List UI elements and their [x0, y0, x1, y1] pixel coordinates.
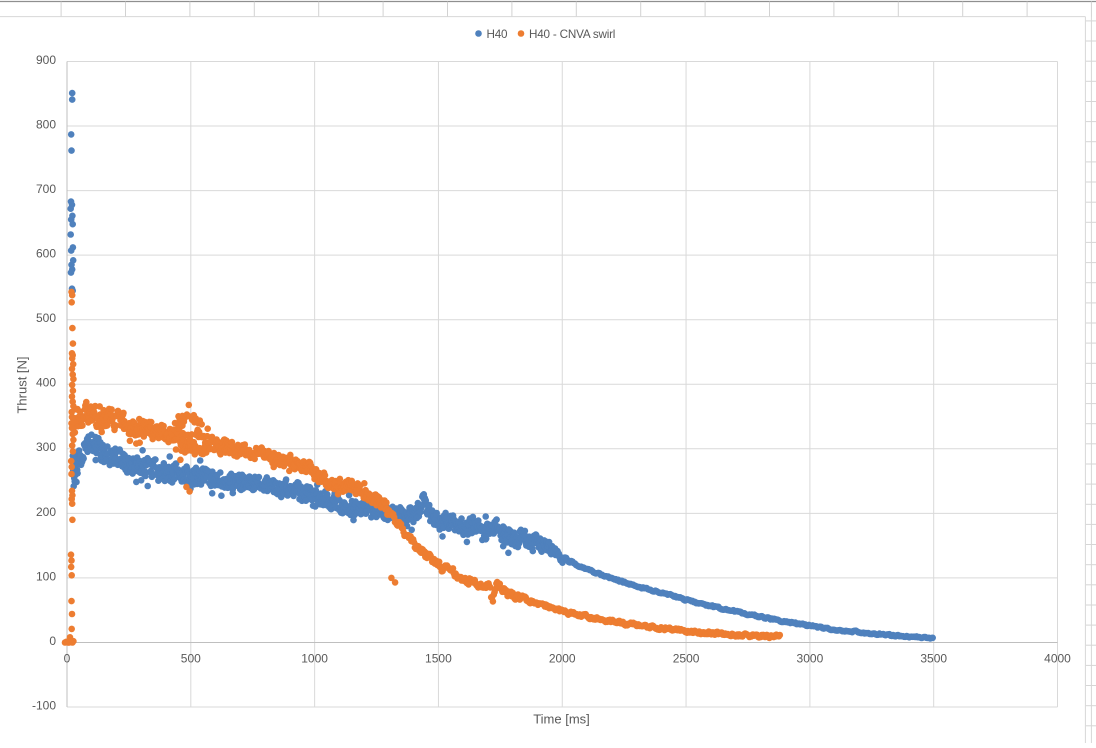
svg-text:800: 800	[36, 118, 56, 132]
svg-text:4000: 4000	[1044, 652, 1071, 666]
svg-text:-100: -100	[32, 698, 56, 712]
svg-text:0: 0	[49, 634, 56, 648]
svg-text:100: 100	[36, 569, 56, 583]
svg-text:H40: H40	[487, 28, 509, 41]
svg-text:600: 600	[36, 247, 56, 261]
svg-text:3000: 3000	[797, 652, 824, 666]
svg-text:700: 700	[36, 182, 56, 196]
svg-text:900: 900	[36, 53, 56, 67]
svg-text:1500: 1500	[425, 652, 452, 666]
svg-text:500: 500	[181, 652, 201, 666]
svg-text:H40 - CNVA swirl: H40 - CNVA swirl	[529, 28, 615, 41]
svg-text:300: 300	[36, 440, 56, 454]
svg-text:200: 200	[36, 505, 56, 519]
svg-text:3500: 3500	[920, 652, 947, 666]
svg-text:1000: 1000	[301, 652, 328, 666]
svg-text:Time [ms]: Time [ms]	[533, 712, 590, 727]
svg-text:2000: 2000	[549, 652, 576, 666]
svg-text:Thrust [N]: Thrust [N]	[15, 356, 30, 413]
svg-text:2500: 2500	[673, 652, 700, 666]
svg-text:0: 0	[64, 652, 71, 666]
svg-text:500: 500	[36, 311, 56, 325]
svg-text:400: 400	[36, 376, 56, 390]
